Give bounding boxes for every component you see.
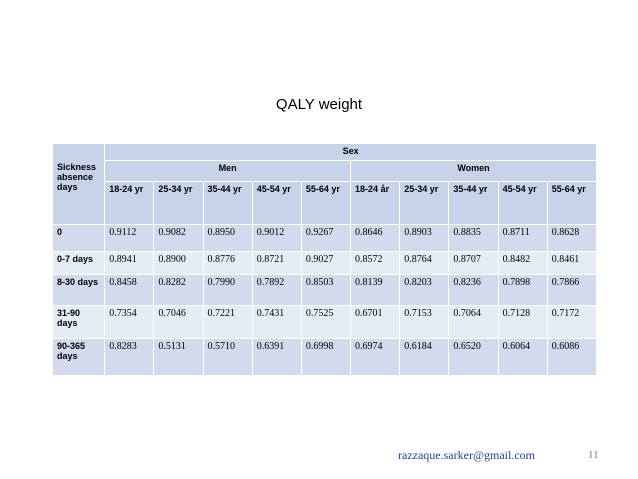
subgroup-header: Men — [104, 160, 352, 182]
data-row: 8-30 days 0.8458 0.8282 0.7990 0.7892 0.8503 0… — [51, 274, 598, 306]
cell-value: 0.9012 — [251, 224, 302, 252]
email: razzaque.sarker@gmail.com — [398, 448, 535, 462]
data-row: 90-365 days 0.8283 0.5131 0.5710 0.6391 0.699… — [51, 338, 598, 376]
column-header: 35-44 yr — [202, 181, 253, 225]
column-header: 55-64 yr — [300, 181, 352, 225]
cell-value: 0.8203 — [399, 274, 450, 306]
cell-value: 0.6520 — [448, 338, 499, 376]
column-header: 45-54 yr — [497, 181, 548, 225]
cell-value: 0.8835 — [448, 224, 499, 252]
row-label: 31-90 days — [51, 305, 106, 339]
row-label: 0-7 days — [51, 251, 106, 275]
cell-value: 0.8236 — [448, 274, 499, 306]
cell-value: 0.6974 — [350, 338, 401, 376]
cell-value: 0.6184 — [399, 338, 450, 376]
cell-value: 0.6701 — [350, 305, 401, 339]
cell-value: 0.8903 — [399, 224, 450, 252]
cell-value: 0.9267 — [300, 224, 352, 252]
data-row: 0 0.9112 0.9082 0.8950 0.9012 0.9267 0.8646 0.8… — [51, 224, 598, 252]
page-number: 11 — [588, 449, 599, 461]
slide-title: QALY weight — [275, 96, 363, 113]
subgroup-header: Women — [350, 160, 597, 182]
cell-value: 0.8139 — [350, 274, 401, 306]
column-header: 55-64 yr — [546, 181, 598, 225]
header-row: Men Women — [53, 160, 597, 182]
corner-cell: Sickness absence days — [51, 143, 106, 225]
cell-value: 0.8482 — [497, 251, 548, 275]
cell-value: 0.6064 — [497, 338, 548, 376]
cell-value: 0.9082 — [153, 224, 204, 252]
cell-value: 0.8572 — [350, 251, 401, 275]
cell-value: 0.8721 — [251, 251, 302, 275]
qaly-table: Sickness absence days Sex Men Women 18-24 yr… — [51, 143, 598, 376]
cell-value: 0.7525 — [300, 305, 352, 339]
row-label: 90-365 days — [51, 338, 106, 376]
cell-value: 0.8628 — [546, 224, 598, 252]
cell-value: 0.7990 — [202, 274, 253, 306]
cell-value: 0.7153 — [399, 305, 450, 339]
column-header: 18-24 år — [350, 181, 401, 225]
cell-value: 0.8646 — [350, 224, 401, 252]
cell-value: 0.7431 — [251, 305, 302, 339]
cell-value: 0.7866 — [546, 274, 598, 306]
data-row: 31-90 days 0.7354 0.7046 0.7221 0.7431 0.7525… — [51, 305, 598, 339]
cell-value: 0.5131 — [153, 338, 204, 376]
row-label: 8-30 days — [51, 274, 106, 306]
cell-value: 0.8776 — [202, 251, 253, 275]
column-header: 45-54 yr — [251, 181, 302, 225]
cell-value: 0.8764 — [399, 251, 450, 275]
column-header: 18-24 yr — [104, 181, 155, 225]
group-header: Sex — [104, 143, 597, 161]
cell-value: 0.7354 — [104, 305, 155, 339]
cell-value: 0.8707 — [448, 251, 499, 275]
cell-value: 0.9027 — [300, 251, 352, 275]
cell-value: 0.8941 — [104, 251, 155, 275]
cell-value: 0.6998 — [300, 338, 352, 376]
header-row: 18-24 yr 25-34 yr 35-44 yr 45-54 yr 55-64 yr… — [53, 181, 598, 225]
cell-value: 0.7898 — [497, 274, 548, 306]
cell-value: 0.8900 — [153, 251, 204, 275]
cell-value: 0.5710 — [202, 338, 253, 376]
header-row: Sickness absence days Sex — [51, 143, 597, 225]
column-header: 25-34 yr — [153, 181, 204, 225]
cell-value: 0.8711 — [497, 224, 548, 252]
cell-value: 0.7892 — [251, 274, 302, 306]
cell-value: 0.8950 — [202, 224, 253, 252]
row-label: 0 — [51, 224, 106, 252]
cell-value: 0.6391 — [251, 338, 302, 376]
data-row: 0-7 days 0.8941 0.8900 0.8776 0.8721 0.9027 0.… — [51, 251, 598, 275]
cell-value: 0.6086 — [546, 338, 598, 376]
cell-value: 0.8283 — [104, 338, 155, 376]
cell-value: 0.9112 — [104, 224, 155, 252]
cell-value: 0.7221 — [202, 305, 253, 339]
column-header: 25-34 yr — [399, 181, 450, 225]
cell-value: 0.7172 — [546, 305, 598, 339]
cell-value: 0.8503 — [300, 274, 352, 306]
cell-value: 0.7064 — [448, 305, 499, 339]
cell-value: 0.8282 — [153, 274, 204, 306]
cell-value: 0.7128 — [497, 305, 548, 339]
cell-value: 0.8461 — [546, 251, 598, 275]
cell-value: 0.8458 — [104, 274, 155, 306]
column-header: 35-44 yr — [448, 181, 499, 225]
cell-value: 0.7046 — [153, 305, 204, 339]
